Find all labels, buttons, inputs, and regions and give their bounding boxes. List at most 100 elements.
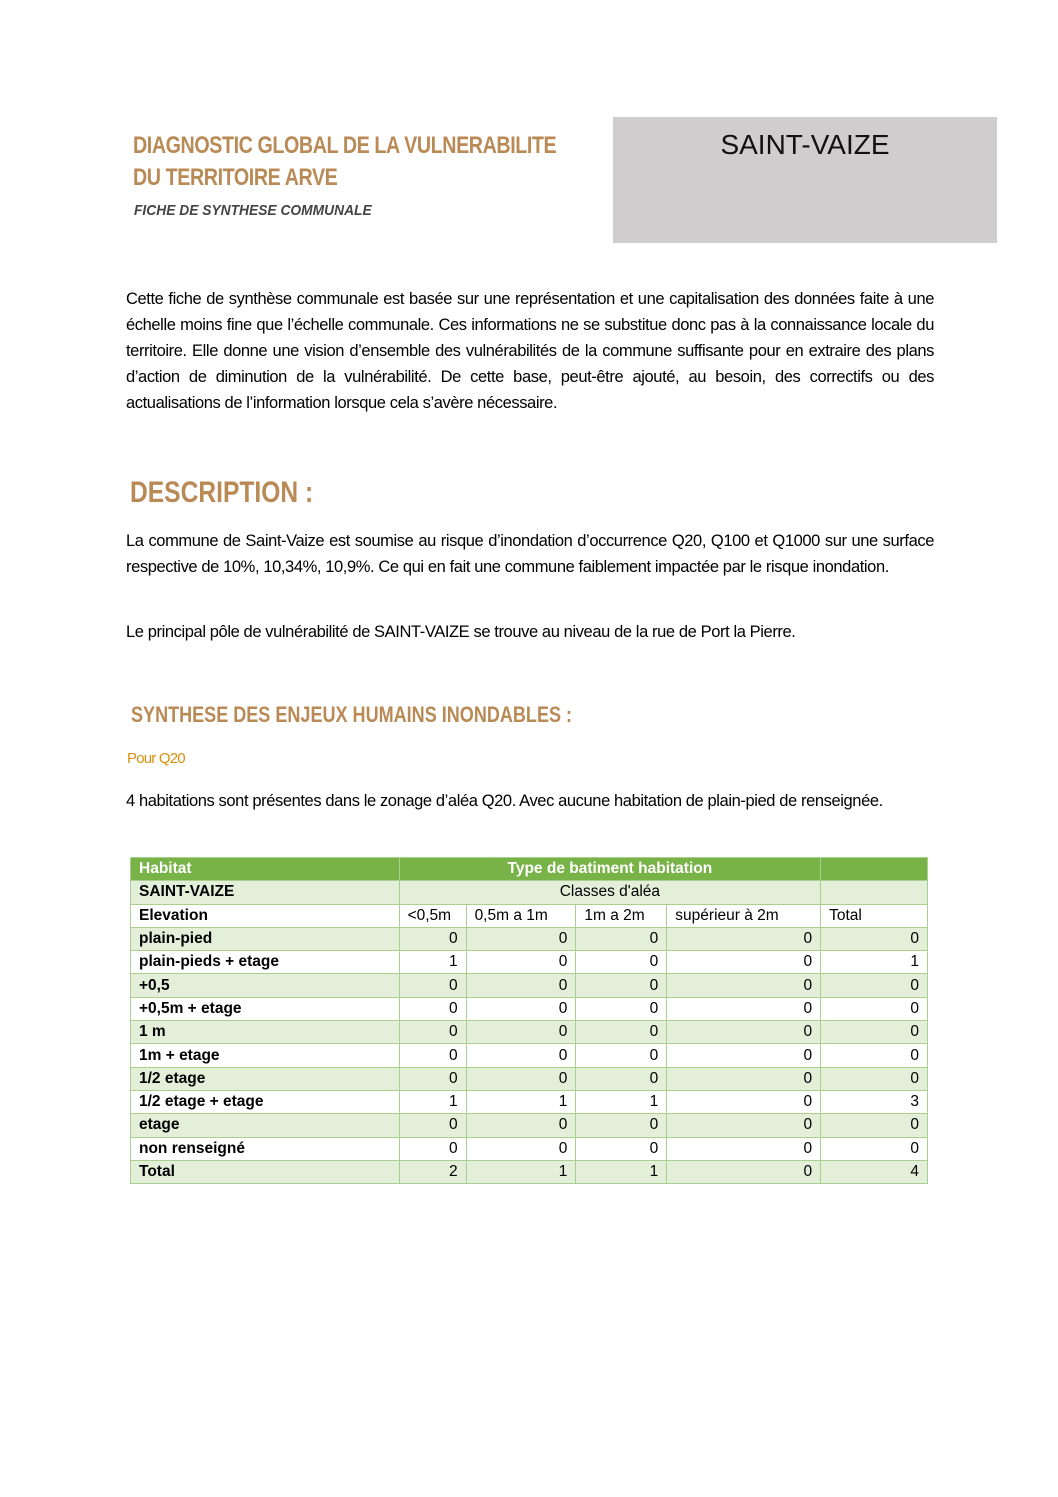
- document-subtitle: FICHE DE SYNTHESE COMMUNALE: [134, 202, 372, 219]
- value-cell: 2: [398, 1159, 467, 1185]
- value-cell: 0: [465, 996, 577, 1022]
- commune-cell: SAINT-VAIZE: [130, 880, 400, 905]
- value-cell: 0: [820, 1136, 928, 1161]
- value-cell: 0: [575, 1020, 668, 1045]
- value-cell: 1: [820, 950, 928, 975]
- row-label: 1/2 etage: [130, 1066, 400, 1091]
- column-header: Total: [820, 903, 928, 928]
- value-cell: 0: [465, 950, 577, 975]
- table-row: 1m + etage 0 0 0 0 0: [130, 1043, 928, 1068]
- value-cell: 0: [666, 1066, 822, 1091]
- column-header: supérieur à 2m: [666, 903, 822, 928]
- columns-row: Elevation <0,5m 0,5m a 1m 1m a 2m supéri…: [130, 903, 928, 928]
- vulnerability-paragraph: Le principal pôle de vulnérabilité de SA…: [126, 623, 796, 641]
- value-cell: 0: [666, 1043, 822, 1068]
- value-cell: 0: [398, 1113, 467, 1138]
- classes-cell: Classes d'aléa: [398, 880, 822, 905]
- document-title: DIAGNOSTIC GLOBAL DE LA VULNERABILITE DU…: [133, 130, 557, 194]
- commune-box: SAINT-VAIZE: [613, 117, 997, 243]
- q20-subheading: Pour Q20: [127, 750, 186, 767]
- column-header: 1m a 2m: [575, 903, 668, 928]
- value-cell: 0: [666, 1159, 822, 1185]
- row-label: Total: [130, 1159, 400, 1185]
- column-header: Elevation: [130, 903, 400, 928]
- value-cell: 0: [666, 996, 822, 1022]
- value-cell: 0: [575, 926, 668, 952]
- row-label: non renseigné: [130, 1136, 400, 1161]
- column-header: 0,5m a 1m: [465, 903, 577, 928]
- value-cell: 0: [666, 1089, 822, 1115]
- table-row: +0,5 0 0 0 0 0: [130, 973, 928, 998]
- value-cell: 1: [398, 950, 467, 975]
- value-cell: 0: [820, 1066, 928, 1091]
- row-label: 1/2 etage + etage: [130, 1089, 400, 1115]
- table-row: non renseigné 0 0 0 0 0: [130, 1136, 928, 1161]
- value-cell: 0: [575, 973, 668, 998]
- header-habitat: Habitat: [130, 856, 400, 882]
- empty-cell: [820, 880, 928, 905]
- value-cell: 0: [666, 1136, 822, 1161]
- value-cell: 3: [820, 1089, 928, 1115]
- value-cell: 0: [465, 1136, 577, 1161]
- column-header: <0,5m: [398, 903, 467, 928]
- header-empty: [820, 856, 928, 882]
- row-label: etage: [130, 1113, 400, 1138]
- table-row: +0,5m + etage 0 0 0 0 0: [130, 996, 928, 1022]
- value-cell: 0: [398, 1136, 467, 1161]
- value-cell: 4: [820, 1159, 928, 1185]
- value-cell: 0: [465, 973, 577, 998]
- title-line-2: DU TERRITOIRE ARVE: [133, 164, 338, 191]
- value-cell: 0: [398, 1020, 467, 1045]
- table-row: plain-pieds + etage 1 0 0 0 1: [130, 950, 928, 975]
- table-row: Total 2 1 1 0 4: [130, 1159, 928, 1185]
- value-cell: 0: [666, 1020, 822, 1045]
- value-cell: 0: [820, 1020, 928, 1045]
- row-label: plain-pied: [130, 926, 400, 952]
- table-row: 1/2 etage + etage 1 1 1 0 3: [130, 1089, 928, 1115]
- value-cell: 0: [575, 950, 668, 975]
- value-cell: 0: [465, 926, 577, 952]
- value-cell: 0: [575, 1066, 668, 1091]
- commune-row: SAINT-VAIZE Classes d'aléa: [130, 880, 928, 905]
- value-cell: 0: [575, 996, 668, 1022]
- value-cell: 0: [820, 996, 928, 1022]
- row-label: +0,5m + etage: [130, 996, 400, 1022]
- header-type: Type de batiment habitation: [398, 856, 822, 882]
- habitat-table: Habitat Type de batiment habitation SAIN…: [130, 856, 928, 1185]
- table-row: 1/2 etage 0 0 0 0 0: [130, 1066, 928, 1091]
- value-cell: 0: [398, 926, 467, 952]
- value-cell: 0: [465, 1113, 577, 1138]
- row-label: +0,5: [130, 973, 400, 998]
- value-cell: 0: [820, 926, 928, 952]
- row-label: 1m + etage: [130, 1043, 400, 1068]
- value-cell: 1: [575, 1159, 668, 1185]
- value-cell: 1: [575, 1089, 668, 1115]
- table-row: plain-pied 0 0 0 0 0: [130, 926, 928, 952]
- value-cell: 0: [820, 1043, 928, 1068]
- commune-name: SAINT-VAIZE: [720, 129, 890, 160]
- synthese-paragraph: 4 habitations sont présentes dans le zon…: [126, 792, 883, 810]
- description-heading: DESCRIPTION :: [130, 476, 314, 509]
- value-cell: 0: [465, 1043, 577, 1068]
- value-cell: 0: [398, 1066, 467, 1091]
- value-cell: 0: [666, 1113, 822, 1138]
- value-cell: 0: [575, 1043, 668, 1068]
- table-header-row: Habitat Type de batiment habitation: [130, 856, 928, 882]
- table-row: etage 0 0 0 0 0: [130, 1113, 928, 1138]
- row-label: 1 m: [130, 1020, 400, 1045]
- value-cell: 0: [820, 1113, 928, 1138]
- value-cell: 0: [398, 1043, 467, 1068]
- synthese-heading: SYNTHESE DES ENJEUX HUMAINS INONDABLES :: [131, 702, 573, 727]
- value-cell: 0: [398, 996, 467, 1022]
- value-cell: 0: [575, 1136, 668, 1161]
- row-label: plain-pieds + etage: [130, 950, 400, 975]
- value-cell: 0: [575, 1113, 668, 1138]
- value-cell: 0: [666, 950, 822, 975]
- value-cell: 0: [666, 973, 822, 998]
- intro-paragraph: Cette fiche de synthèse communale est ba…: [126, 290, 934, 412]
- value-cell: 0: [398, 973, 467, 998]
- value-cell: 1: [465, 1089, 577, 1115]
- value-cell: 0: [666, 926, 822, 952]
